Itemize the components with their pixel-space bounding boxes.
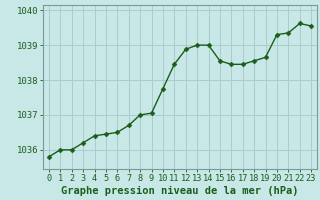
X-axis label: Graphe pression niveau de la mer (hPa): Graphe pression niveau de la mer (hPa) xyxy=(61,186,299,196)
